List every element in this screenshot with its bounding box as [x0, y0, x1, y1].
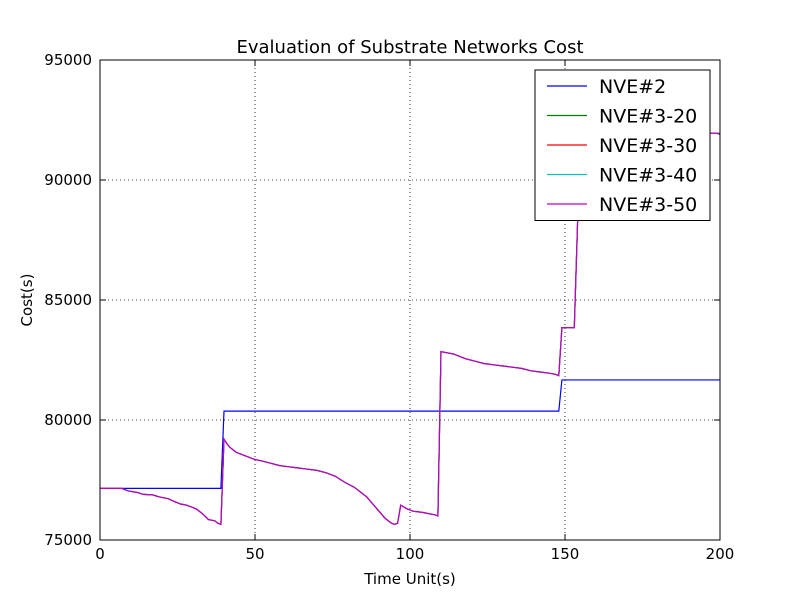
x-tick-label: 200: [706, 545, 735, 563]
x-tick-label: 50: [245, 545, 264, 563]
y-tick-label: 85000: [44, 291, 92, 309]
x-tick-label: 150: [551, 545, 580, 563]
y-tick-label: 75000: [44, 531, 92, 549]
series-line-nve-2: [100, 379, 720, 489]
legend-label: NVE#3-40: [599, 165, 697, 187]
x-axis-label: Time Unit(s): [363, 570, 456, 588]
y-tick-label: 90000: [44, 171, 92, 189]
y-tick-label: 95000: [44, 51, 92, 69]
x-tick-label: 0: [95, 545, 105, 563]
legend-label: NVE#3-50: [599, 194, 697, 216]
legend-label: NVE#2: [599, 76, 666, 98]
ticks: 0 50 100 150 200 75000 80000 85000 90000 95000: [44, 51, 734, 563]
y-axis-label: Cost(s): [18, 274, 36, 327]
legend-label: NVE#3-20: [599, 106, 697, 128]
y-tick-label: 80000: [44, 411, 92, 429]
chart-title: Evaluation of Substrate Networks Cost: [236, 37, 583, 58]
x-tick-label: 100: [396, 545, 425, 563]
legend: NVE#2 NVE#3-20 NVE#3-30 NVE#3-40 NVE#3-50: [534, 69, 711, 221]
legend-label: NVE#3-30: [599, 135, 697, 157]
